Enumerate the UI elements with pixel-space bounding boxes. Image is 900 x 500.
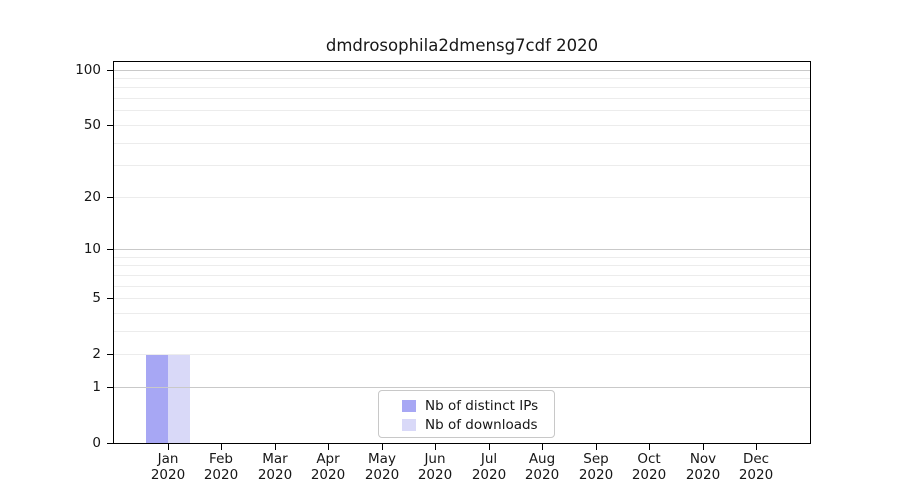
gridline-major bbox=[114, 387, 810, 388]
x-tick-year: 2020 bbox=[310, 466, 346, 483]
x-tick-month: Jan bbox=[157, 451, 179, 467]
gridline-minor bbox=[114, 354, 810, 355]
x-tick-month: Jul bbox=[480, 451, 498, 467]
x-tick-label: Aug 2020 bbox=[510, 451, 574, 483]
gridline-major bbox=[114, 249, 810, 250]
gridline-minor bbox=[114, 313, 810, 314]
y-tick-label: 10 bbox=[83, 241, 101, 257]
x-tick-year: 2020 bbox=[364, 466, 400, 483]
y-tick-label: 0 bbox=[92, 435, 101, 451]
legend-swatch-distinct-ips bbox=[402, 399, 416, 412]
gridline-minor bbox=[114, 98, 810, 99]
x-tick-year: 2020 bbox=[631, 466, 667, 483]
x-tick-mark bbox=[168, 444, 169, 450]
gridline-minor bbox=[114, 257, 810, 258]
x-tick-year: 2020 bbox=[471, 466, 507, 483]
legend-swatch-downloads bbox=[402, 418, 416, 431]
y-tick-label: 20 bbox=[83, 189, 101, 205]
x-tick-label: Feb 2020 bbox=[189, 451, 253, 483]
gridline-minor bbox=[114, 286, 810, 287]
x-tick-month: Aug bbox=[528, 451, 556, 467]
legend-item-downloads: Nb of downloads bbox=[379, 415, 554, 434]
legend-item-distinct-ips: Nb of distinct IPs bbox=[379, 396, 554, 415]
x-tick-year: 2020 bbox=[685, 466, 721, 483]
x-tick-mark bbox=[275, 444, 276, 450]
x-tick-mark bbox=[649, 444, 650, 450]
x-tick-month: Dec bbox=[742, 451, 770, 467]
gridline-minor bbox=[114, 298, 810, 299]
x-tick-label: Apr 2020 bbox=[296, 451, 360, 483]
x-tick-mark bbox=[328, 444, 329, 450]
x-tick-label: May 2020 bbox=[350, 451, 414, 483]
chart-title: dmdrosophila2dmensg7cdf 2020 bbox=[325, 36, 599, 55]
x-tick-month: Jun bbox=[424, 451, 446, 467]
x-tick-label: Jan 2020 bbox=[136, 451, 200, 483]
gridline-major bbox=[114, 70, 810, 71]
x-tick-mark bbox=[435, 444, 436, 450]
gridline-minor bbox=[114, 78, 810, 79]
gridline-minor bbox=[114, 87, 810, 88]
y-tick-mark bbox=[107, 354, 113, 355]
x-tick-month: May bbox=[368, 451, 396, 467]
legend-label-distinct-ips: Nb of distinct IPs bbox=[425, 397, 539, 414]
gridline-minor bbox=[114, 165, 810, 166]
x-tick-year: 2020 bbox=[738, 466, 774, 483]
x-tick-label: Oct 2020 bbox=[617, 451, 681, 483]
bar-downloads-jan bbox=[168, 354, 190, 443]
x-tick-label: Jun 2020 bbox=[403, 451, 467, 483]
x-tick-mark bbox=[596, 444, 597, 450]
x-tick-year: 2020 bbox=[257, 466, 293, 483]
x-tick-month: Feb bbox=[209, 451, 233, 467]
x-tick-label: Mar 2020 bbox=[243, 451, 307, 483]
bar-distinct-ips-jan bbox=[146, 354, 168, 443]
x-tick-year: 2020 bbox=[417, 466, 453, 483]
x-tick-mark bbox=[542, 444, 543, 450]
y-tick-mark bbox=[107, 197, 113, 198]
gridline-minor bbox=[114, 197, 810, 198]
x-tick-mark bbox=[489, 444, 490, 450]
y-tick-label: 1 bbox=[92, 379, 101, 395]
y-tick-mark bbox=[107, 70, 113, 71]
y-tick-mark bbox=[107, 443, 113, 444]
x-tick-month: Sep bbox=[583, 451, 609, 467]
x-tick-label: Jul 2020 bbox=[457, 451, 521, 483]
x-tick-year: 2020 bbox=[203, 466, 239, 483]
x-tick-year: 2020 bbox=[578, 466, 614, 483]
x-tick-mark bbox=[703, 444, 704, 450]
y-tick-label: 50 bbox=[83, 117, 101, 133]
x-tick-month: Mar bbox=[262, 451, 288, 467]
gridline-minor bbox=[114, 110, 810, 111]
y-tick-mark bbox=[107, 387, 113, 388]
x-tick-month: Apr bbox=[316, 451, 340, 467]
legend: Nb of distinct IPs Nb of downloads bbox=[378, 390, 555, 438]
x-tick-year: 2020 bbox=[150, 466, 186, 483]
y-tick-mark bbox=[107, 125, 113, 126]
y-tick-mark bbox=[107, 298, 113, 299]
x-tick-month: Nov bbox=[689, 451, 717, 467]
x-tick-month: Oct bbox=[637, 451, 661, 467]
gridline-minor bbox=[114, 275, 810, 276]
x-tick-label: Dec 2020 bbox=[724, 451, 788, 483]
legend-label-downloads: Nb of downloads bbox=[425, 416, 538, 433]
x-tick-label: Sep 2020 bbox=[564, 451, 628, 483]
y-tick-label: 2 bbox=[92, 346, 101, 362]
y-tick-mark bbox=[107, 249, 113, 250]
gridline-minor bbox=[114, 125, 810, 126]
x-tick-year: 2020 bbox=[524, 466, 560, 483]
x-tick-mark bbox=[382, 444, 383, 450]
y-tick-label: 100 bbox=[75, 62, 101, 78]
gridline-minor bbox=[114, 265, 810, 266]
plot-area: Nb of distinct IPs Nb of downloads bbox=[113, 61, 811, 444]
x-tick-mark bbox=[221, 444, 222, 450]
y-tick-label: 5 bbox=[92, 290, 101, 306]
gridline-minor bbox=[114, 331, 810, 332]
x-tick-label: Nov 2020 bbox=[671, 451, 735, 483]
x-tick-mark bbox=[756, 444, 757, 450]
gridline-minor bbox=[114, 143, 810, 144]
